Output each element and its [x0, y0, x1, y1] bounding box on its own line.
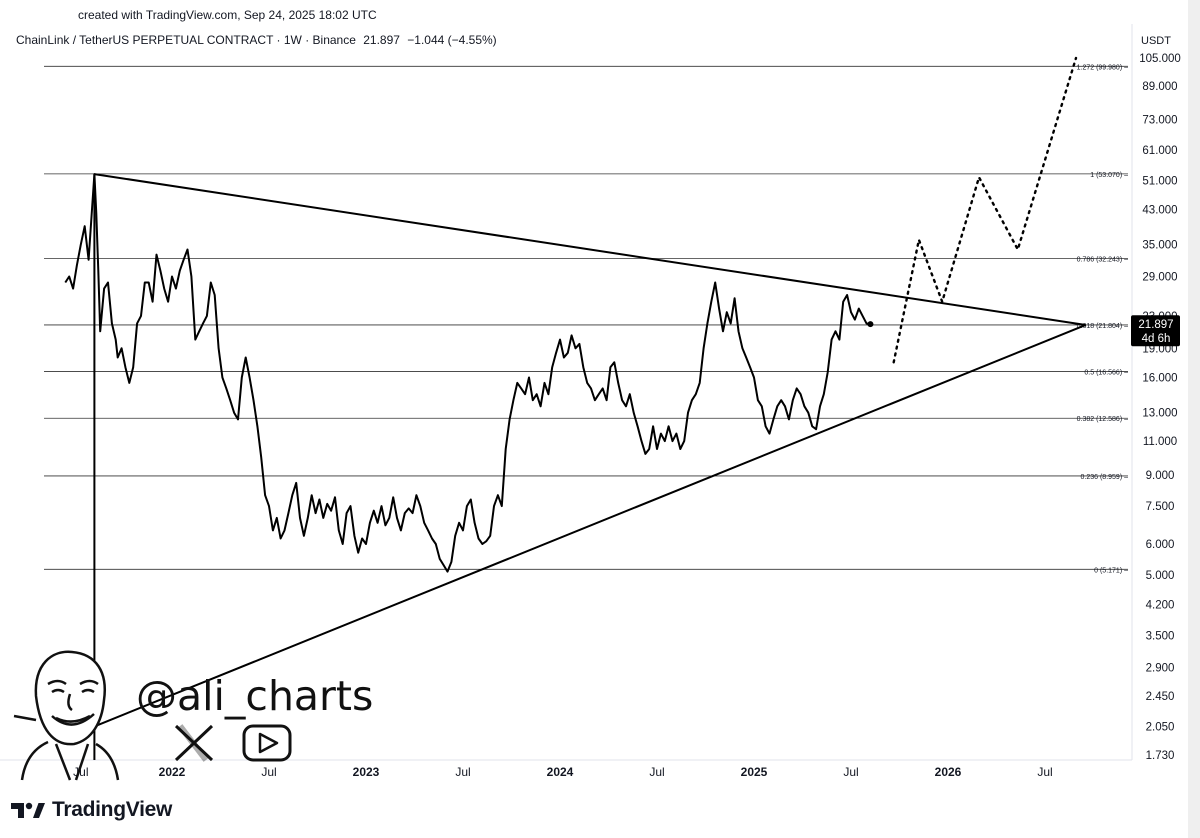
y-tick-label-17: 4.200	[1146, 600, 1175, 612]
x-tick-label-2: Jul	[261, 765, 276, 779]
projection-path[interactable]	[892, 56, 1078, 364]
time-axis: Jul 2022 Jul 2023 Jul 2024 Jul 2025 Jul 2026 Jul	[73, 765, 1053, 779]
x-tick-label-1: 2022	[159, 765, 186, 779]
y-tick-label-21: 2.050	[1146, 721, 1175, 733]
fib-label-6: 0.236 (8.959) –	[1081, 474, 1129, 481]
y-tick-label-15: 6.000	[1146, 539, 1175, 551]
y-tick-label-20: 2.450	[1146, 691, 1175, 703]
fib-retracement: 1.272 (99.980) – 1 (53.070) – 0.786 (32.24…	[44, 64, 1128, 760]
watermark-handle: @ali_charts	[136, 672, 374, 720]
y-tick-label-11: 13.000	[1142, 408, 1177, 420]
x-tick-label-7: 2025	[741, 765, 768, 779]
fib-label-1: 1 (53.070) –	[1090, 172, 1128, 179]
y-tick-label-12: 11.000	[1143, 436, 1177, 448]
y-tick-label-9: 19.000	[1142, 343, 1177, 355]
current-price-value: 21.897	[1138, 319, 1173, 331]
fib-label-4: 0.5 (16.566) –	[1084, 370, 1128, 377]
series	[64, 56, 1078, 573]
youtube-play-icon[interactable]	[242, 724, 292, 762]
x-tick-label-9: 2026	[935, 765, 962, 779]
y-tick-label-19: 2.900	[1146, 663, 1175, 675]
current-price-tag	[1131, 315, 1180, 347]
right-gutter	[1188, 0, 1200, 838]
chart-header: ChainLink / TetherUS PERPETUAL CONTRACT …	[16, 33, 501, 47]
price-axis: 105.000 89.000 73.000 61.000 51.000 43.000 35.…	[1131, 53, 1181, 762]
y-tick-label-10: 16.000	[1142, 372, 1177, 384]
y-tick-label-2: 73.000	[1142, 115, 1177, 127]
avatar-caricature-icon	[13, 650, 120, 781]
y-tick-label-5: 43.000	[1142, 205, 1177, 217]
x-tick-label-10: Jul	[1037, 765, 1052, 779]
last-price-dot	[867, 321, 874, 328]
x-logo-icon[interactable]	[174, 724, 214, 762]
brand-logo-spacer	[10, 800, 46, 820]
y-tick-label-7: 29.000	[1142, 271, 1177, 283]
y-tick-label-16: 5.000	[1146, 570, 1175, 582]
brand-name: TradingView	[52, 798, 173, 821]
brand: TradingView	[10, 798, 172, 822]
x-tick-label-4: Jul	[455, 765, 470, 779]
bar-countdown: 4d 6h	[1142, 333, 1171, 345]
x-tick-label-3: 2023	[353, 765, 380, 779]
x-tick-label-6: Jul	[649, 765, 664, 779]
trendline-descending[interactable]	[94, 173, 1086, 326]
currency-label: USDT	[1141, 35, 1171, 47]
fib-label-5: 0.382 (12.586) –	[1077, 416, 1128, 423]
price-change: −1.044 (−4.55%)	[407, 33, 497, 47]
y-tick-label-18: 3.500	[1146, 631, 1175, 643]
fib-label-7: 0 (5.171) –	[1094, 567, 1128, 574]
tradingview-logo-icon	[11, 802, 45, 818]
y-tick-label-4: 51.000	[1142, 176, 1177, 188]
trendlines	[94, 173, 1087, 728]
trendline-ascending[interactable]	[94, 324, 1087, 728]
created-note: created with TradingView.com, Sep 24, 20…	[78, 8, 377, 22]
last-price: 21.897	[363, 33, 400, 47]
y-tick-label-22: 1.730	[1146, 750, 1175, 762]
fib-label-3: 0.618 (21.804) –	[1077, 323, 1128, 330]
y-tick-label-6: 35.000	[1142, 240, 1177, 252]
y-tick-label-0: 105.000	[1139, 53, 1181, 65]
y-tick-label-3: 61.000	[1142, 145, 1177, 157]
fib-label-0: 1.272 (99.980) –	[1077, 64, 1128, 71]
y-tick-label-1: 89.000	[1142, 81, 1177, 93]
y-tick-label-13: 9.000	[1146, 470, 1175, 482]
price-line[interactable]	[64, 173, 871, 573]
x-tick-label-8: Jul	[843, 765, 858, 779]
y-tick-label-14: 7.500	[1146, 501, 1175, 513]
fib-label-2: 0.786 (32.243) –	[1077, 256, 1128, 263]
symbol-title: ChainLink / TetherUS PERPETUAL CONTRACT …	[16, 33, 356, 47]
x-tick-label-5: 2024	[547, 765, 574, 779]
